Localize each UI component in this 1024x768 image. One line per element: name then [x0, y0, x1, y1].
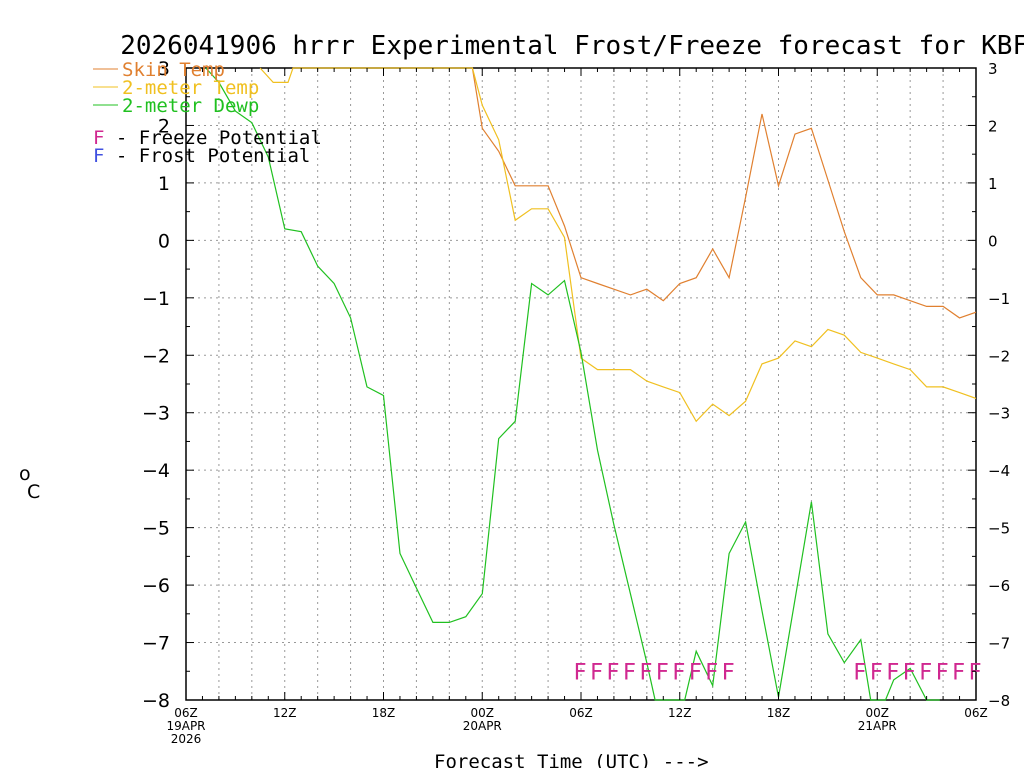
y-tick-label-right: −7: [988, 635, 1010, 653]
x-tick-label: 12Z: [273, 706, 297, 720]
y-tick-label-left: −4: [142, 460, 170, 482]
frost-potential-legend: F - Frost Potential: [93, 145, 310, 167]
x-tick-year: 2026: [171, 732, 202, 746]
legend-label-2m-temp: 2-meter Temp: [122, 77, 259, 99]
series-line-2-meter-dewp: [205, 67, 940, 701]
y-axis-label: o C: [19, 463, 40, 503]
y-tick-label-left: −5: [142, 518, 170, 540]
series-line-2-meter-temp: [259, 67, 976, 423]
y-tick-label-right: −4: [988, 462, 1010, 480]
x-tick-label: 06Z: [569, 706, 593, 720]
x-axis-label: Forecast Time (UTC) --->: [434, 751, 709, 768]
freeze-marker: F: [919, 660, 932, 685]
frost-potential-symbol: F: [93, 145, 104, 167]
freeze-potential-text: - Freeze Potential: [104, 127, 321, 149]
freeze-marker: F: [886, 660, 899, 685]
legend: Skin Temp 2-meter Temp 2-meter Dewp F - …: [93, 59, 322, 167]
y-tick-label-left: 3: [158, 58, 170, 80]
freeze-marker: F: [590, 660, 603, 685]
y-tick-label-right: 2: [988, 117, 998, 135]
y-tick-label-left: −2: [142, 345, 170, 367]
freeze-marker: F: [689, 660, 702, 685]
y-tick-label-left: −6: [142, 575, 170, 597]
freeze-marker: F: [656, 660, 669, 685]
y-axis-label-degree: o: [19, 463, 31, 485]
freeze-marker: F: [870, 660, 883, 685]
y-tick-label-left: 0: [158, 230, 170, 252]
y-axis-label-unit: C: [27, 481, 40, 503]
x-tick-label: 00Z: [866, 706, 890, 720]
y-tick-label-right: −2: [988, 347, 1010, 365]
freeze-marker: F: [623, 660, 636, 685]
freeze-marker: F: [935, 660, 948, 685]
y-tick-label-right: 0: [988, 232, 998, 250]
y-tick-label-right: −1: [988, 290, 1010, 308]
y-tick-label-right: −6: [988, 577, 1010, 595]
legend-label-skin-temp: Skin Temp: [122, 59, 225, 81]
x-tick-label: 12Z: [668, 706, 692, 720]
x-tick-label: 18Z: [767, 706, 791, 720]
y-tick-label-left: −3: [142, 403, 170, 425]
freeze-marker: F: [968, 660, 981, 685]
freeze-marker: F: [853, 660, 866, 685]
freeze-marker: F: [573, 660, 586, 685]
x-tick-date: 20APR: [463, 719, 502, 733]
freeze-marker: F: [952, 660, 965, 685]
y-tick-label-right: −3: [988, 405, 1010, 423]
freeze-marker: F: [722, 660, 735, 685]
y-tick-label-left: 2: [158, 115, 170, 137]
series-lines: [205, 67, 976, 701]
y-tick-label-right: 3: [988, 60, 998, 78]
freeze-marker: F: [903, 660, 916, 685]
chart-title: 2026041906 hrrr Experimental Frost/Freez…: [120, 31, 1024, 61]
axis-ticks: 3 3 2 2 1 1 0 0 −1 −1 −2 −2 −3 −3 −4 −4 −5 −5 −6 −6 −7 −7 −8 −8…: [142, 58, 1010, 746]
x-tick-label: 00Z: [471, 706, 495, 720]
series-line-skin-temp: [471, 67, 976, 319]
y-tick-label-right: −8: [988, 692, 1010, 710]
x-tick-label: 06Z: [174, 706, 198, 720]
freeze-potential-legend: F - Freeze Potential: [93, 127, 322, 149]
x-tick-label: 06Z: [964, 706, 988, 720]
y-tick-label-right: 1: [988, 175, 998, 193]
frost-potential-text: - Frost Potential: [104, 145, 310, 167]
y-tick-label-left: −7: [142, 633, 170, 655]
freeze-marker: F: [639, 660, 652, 685]
y-tick-label-left: −1: [142, 288, 170, 310]
x-tick-date: 19APR: [166, 719, 205, 733]
y-tick-label-left: −8: [142, 690, 170, 712]
freeze-marker: F: [672, 660, 685, 685]
freeze-marker: F: [606, 660, 619, 685]
x-tick-date: 21APR: [858, 719, 897, 733]
legend-label-2m-dewp: 2-meter Dewp: [122, 95, 259, 117]
x-tick-label: 18Z: [372, 706, 396, 720]
y-tick-label-right: −5: [988, 520, 1010, 538]
freeze-marker: F: [705, 660, 718, 685]
freeze-potential-symbol: F: [93, 127, 104, 149]
y-tick-label-left: 1: [158, 173, 170, 195]
